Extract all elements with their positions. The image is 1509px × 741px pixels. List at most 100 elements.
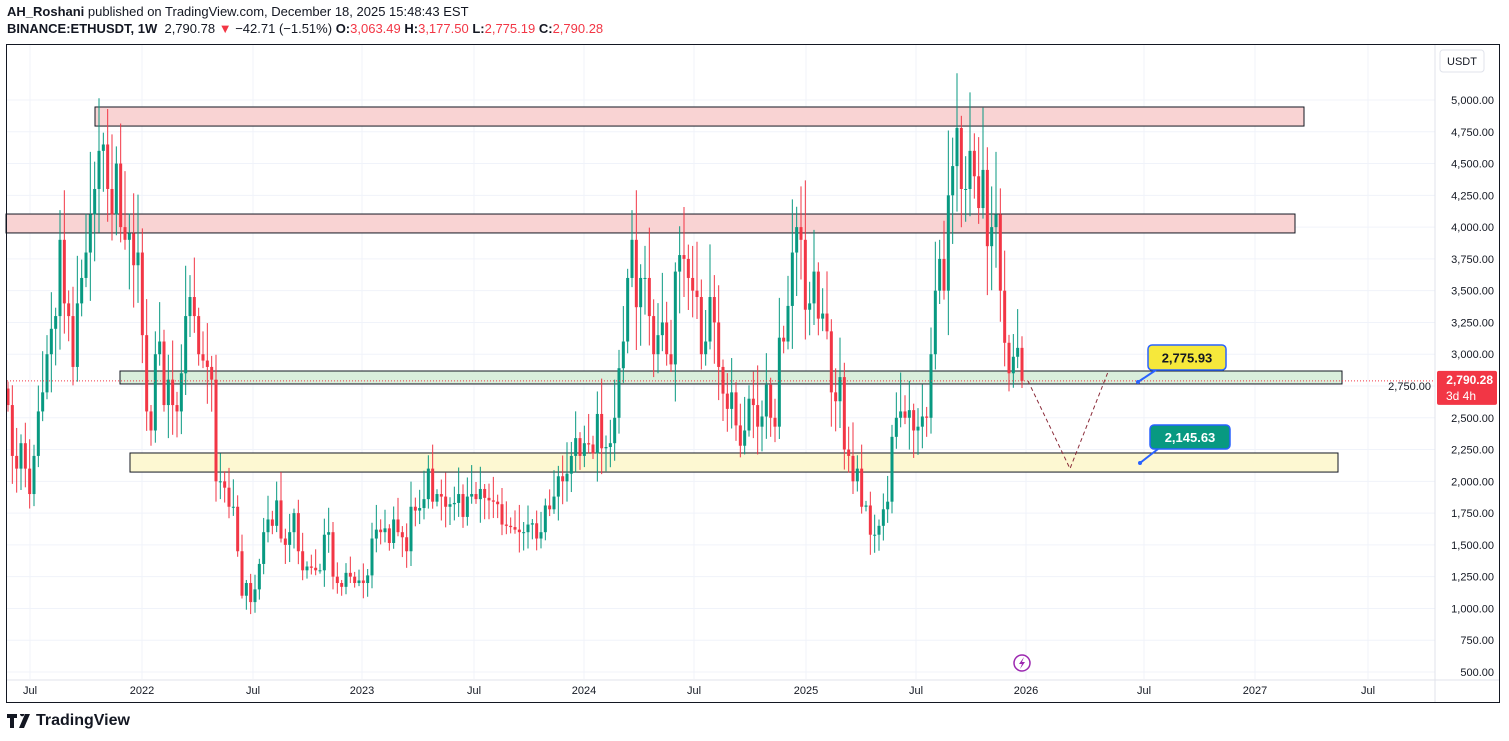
candle-down [223, 481, 227, 488]
x-tick-label: 2027 [1243, 685, 1267, 697]
candle-up [75, 303, 79, 367]
candle-down [591, 444, 595, 454]
candle-down [396, 519, 400, 533]
candle-up [795, 227, 799, 253]
candle-down [106, 144, 110, 189]
candle-down [500, 504, 504, 525]
candle-down [431, 468, 435, 502]
candle-down [1003, 290, 1007, 343]
support-zone[interactable] [129, 452, 1339, 473]
candle-down [205, 360, 209, 367]
candle-up [127, 233, 131, 240]
candle-up [838, 377, 842, 402]
candle-down [868, 505, 872, 535]
candle-up [244, 583, 248, 596]
x-tick-label: 2026 [1014, 685, 1038, 697]
candle-up [470, 494, 474, 497]
candle-down [600, 413, 604, 449]
candle-up [32, 455, 36, 495]
candle-up [873, 534, 877, 536]
candle-up [595, 413, 599, 454]
candle-up [45, 354, 49, 393]
candle-up [938, 258, 942, 291]
target-label: 2,775.93 [1162, 351, 1213, 366]
candle-down [214, 379, 218, 482]
candle-up [808, 303, 812, 310]
candle-up [58, 239, 62, 317]
candle-down [816, 271, 820, 319]
candle-up [552, 496, 556, 510]
candle-down [665, 322, 669, 355]
candle-down [959, 127, 963, 189]
candle-down [413, 506, 417, 511]
candle-up [530, 523, 534, 525]
candle-down [192, 297, 196, 317]
target-callout[interactable] [1149, 424, 1231, 450]
candle-down [6, 388, 10, 406]
candle-up [704, 341, 708, 355]
candle-up [673, 271, 677, 365]
currency-button[interactable] [1439, 49, 1485, 73]
candle-up [392, 519, 396, 543]
last-price: 2,790.78 [164, 21, 216, 36]
y-tick-label: 2,750.00 [1388, 381, 1431, 393]
resistance-zone[interactable] [5, 213, 1296, 234]
candle-up [730, 392, 734, 409]
candle-up [93, 188, 97, 215]
candle-up [465, 496, 469, 517]
last-price-label: 2,790.28 [1446, 373, 1493, 387]
x-tick-label: Jul [1137, 685, 1151, 697]
x-tick-label: 2024 [572, 685, 596, 697]
candle-up [951, 166, 955, 196]
candle-down [279, 500, 283, 539]
candle-down [803, 239, 807, 310]
candle-up [84, 252, 88, 278]
candle-down [249, 583, 253, 603]
y-tick-label: 1,250.00 [1451, 572, 1494, 584]
candle-up [777, 337, 781, 427]
candle-up [877, 525, 881, 535]
candle-down [314, 567, 318, 571]
candle-down [149, 411, 153, 431]
candle-up [933, 290, 937, 355]
candle-up [374, 529, 378, 539]
resistance-zone[interactable] [94, 106, 1305, 127]
y-tick-label: 4,500.00 [1451, 159, 1494, 171]
candle-up [678, 255, 682, 272]
candle-up [760, 416, 764, 427]
candle-down [925, 416, 929, 418]
candle-down [972, 150, 976, 177]
x-tick-label: Jul [23, 685, 37, 697]
candle-down [682, 255, 686, 259]
author[interactable]: AH_Roshani [7, 4, 85, 19]
candle-down [734, 392, 738, 426]
candle-up [929, 354, 933, 418]
candle-down [686, 258, 690, 278]
candle-up [305, 566, 309, 571]
candle-up [565, 473, 569, 482]
y-tick-label: 2,500.00 [1451, 413, 1494, 425]
candle-up [409, 506, 413, 552]
candle-up [179, 373, 183, 412]
target-callout[interactable] [1147, 344, 1227, 371]
candle-down [829, 331, 833, 393]
candle-down [340, 583, 344, 587]
down-arrow-icon: ▼ [218, 21, 232, 36]
candle-up [275, 500, 279, 526]
candle-down [769, 384, 773, 418]
y-tick-label: 2,250.00 [1451, 445, 1494, 457]
target-pointer [1139, 448, 1159, 464]
candle-down [240, 551, 244, 596]
candle-down [301, 551, 305, 571]
candle-up [452, 502, 456, 505]
y-tick-label: 750.00 [1460, 635, 1494, 647]
candle-down [335, 576, 339, 584]
publish-info: AH_Roshani published on TradingView.com,… [7, 4, 469, 19]
candle-up [253, 589, 257, 603]
candle-down [405, 537, 409, 552]
candle-up [357, 580, 361, 584]
candle-down [561, 476, 565, 482]
support-zone[interactable] [119, 370, 1343, 385]
candle-up [764, 384, 768, 417]
